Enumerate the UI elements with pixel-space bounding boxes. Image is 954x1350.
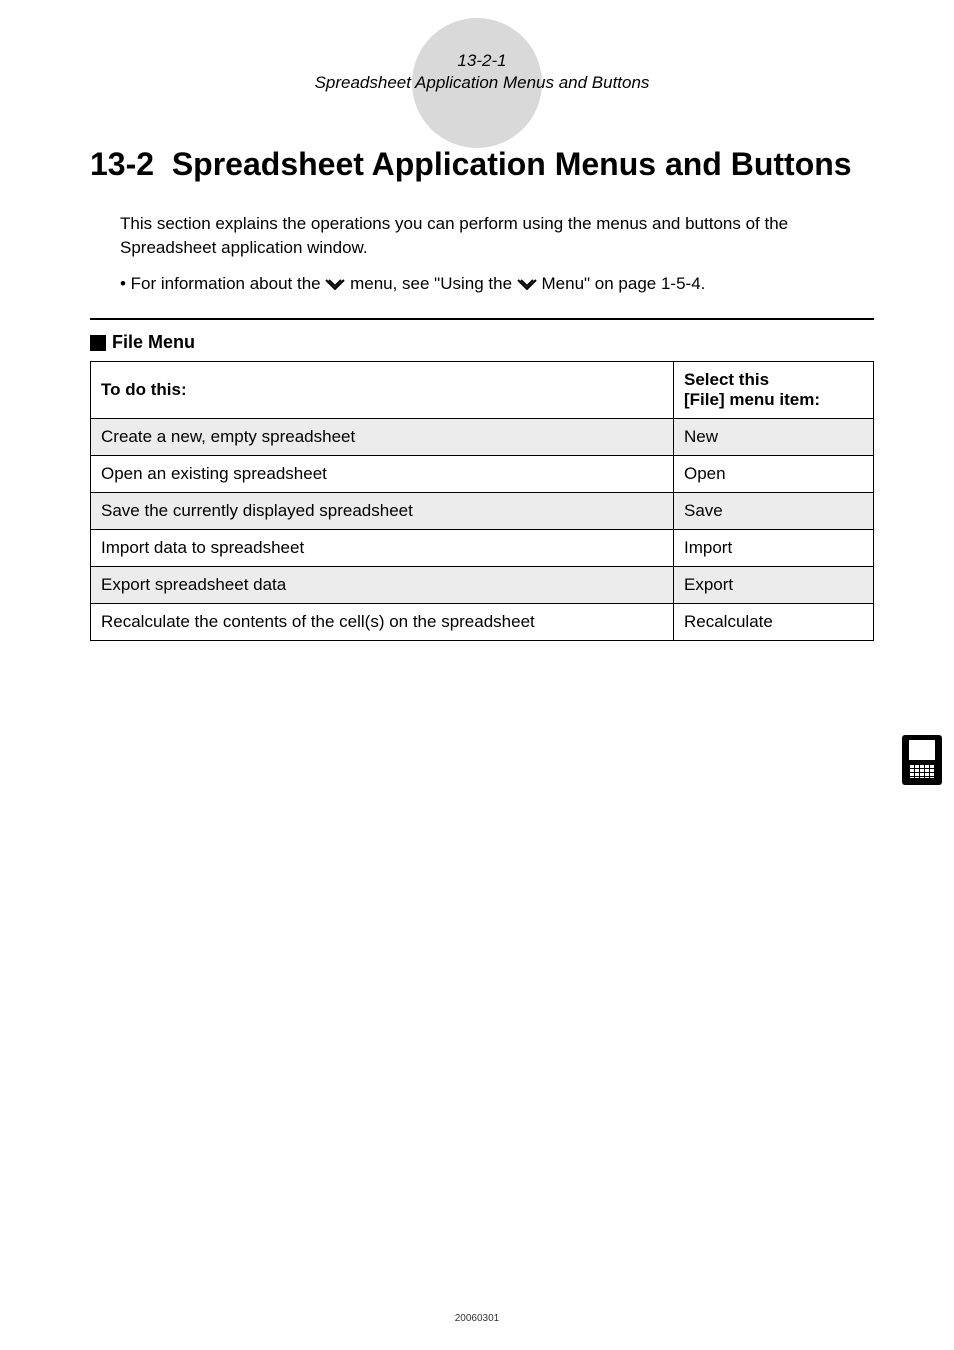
table-cell-action: Open an existing spreadsheet [91, 456, 674, 493]
table-header-row: To do this: Select this [File] menu item… [91, 362, 874, 419]
section-title: File Menu [112, 332, 195, 353]
divider [90, 318, 874, 320]
page-header: 13-2-1 Spreadsheet Application Menus and… [90, 50, 874, 94]
table-header-select-line2: [File] menu item: [684, 390, 820, 409]
spreadsheet-icon-screen [909, 740, 935, 760]
bullet-line: • For information about the menu, see "U… [120, 274, 874, 295]
table-cell-menu: Export [674, 567, 874, 604]
table-cell-action: Import data to spreadsheet [91, 530, 674, 567]
table-row: Create a new, empty spreadsheet New [91, 419, 874, 456]
title-text: Spreadsheet Application Menus and Button… [172, 146, 852, 182]
intro-paragraph: This section explains the operations you… [120, 212, 874, 260]
spreadsheet-icon-grid [909, 764, 935, 778]
file-menu-table: To do this: Select this [File] menu item… [90, 361, 874, 641]
page-title: 13-2 Spreadsheet Application Menus and B… [90, 144, 874, 184]
table-row: Export spreadsheet data Export [91, 567, 874, 604]
square-bullet-icon [90, 335, 106, 351]
chevron-down-icon [325, 274, 345, 294]
title-number: 13-2 [90, 146, 154, 182]
table-cell-action: Save the currently displayed spreadsheet [91, 493, 674, 530]
table-cell-action: Create a new, empty spreadsheet [91, 419, 674, 456]
table-cell-menu: Import [674, 530, 874, 567]
table-row: Import data to spreadsheet Import [91, 530, 874, 567]
table-header-todo: To do this: [91, 362, 674, 419]
header-subtitle: Spreadsheet Application Menus and Button… [90, 72, 874, 94]
table-cell-menu: Recalculate [674, 604, 874, 641]
table-row: Recalculate the contents of the cell(s) … [91, 604, 874, 641]
spreadsheet-icon [902, 735, 942, 785]
bullet-post: Menu" on page 1-5-4. [542, 274, 706, 293]
table-cell-menu: Save [674, 493, 874, 530]
table-row: Save the currently displayed spreadsheet… [91, 493, 874, 530]
section-heading: File Menu [90, 332, 874, 353]
table-cell-action: Export spreadsheet data [91, 567, 674, 604]
bullet-pre: • For information about the [120, 274, 325, 293]
table-header-select: Select this [File] menu item: [674, 362, 874, 419]
table-header-select-line1: Select this [684, 370, 769, 389]
footer-date: 20060301 [0, 1313, 954, 1324]
table-cell-menu: Open [674, 456, 874, 493]
table-cell-action: Recalculate the contents of the cell(s) … [91, 604, 674, 641]
header-page-num: 13-2-1 [90, 50, 874, 72]
chevron-down-icon [517, 274, 537, 294]
bullet-mid: menu, see "Using the [350, 274, 517, 293]
table-cell-menu: New [674, 419, 874, 456]
table-row: Open an existing spreadsheet Open [91, 456, 874, 493]
